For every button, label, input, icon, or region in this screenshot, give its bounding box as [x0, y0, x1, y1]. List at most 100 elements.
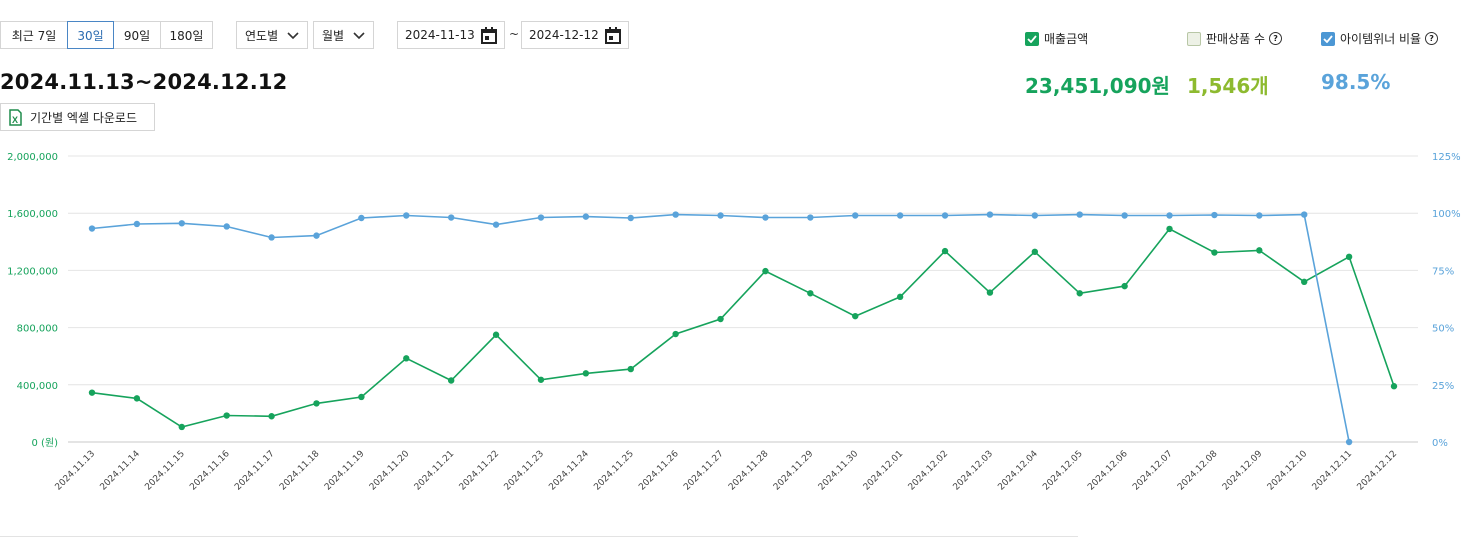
x-tick-label: 2024.12.03: [952, 449, 996, 493]
winner-ratio-data-point: [986, 211, 994, 218]
sales-data-point: [672, 330, 679, 338]
sales-data-point: [941, 247, 949, 255]
sales-data-point: [313, 400, 320, 407]
winner-ratio-data-point: [1121, 212, 1128, 219]
period-30days-button[interactable]: 30일: [67, 21, 114, 49]
x-tick-label: 2024.12.06: [1086, 449, 1130, 493]
winner-ratio-data-point: [1301, 211, 1308, 218]
y-right-tick-label: 0%: [1432, 438, 1448, 449]
sales-series-line: [91, 227, 1395, 428]
sales-data-point: [447, 377, 455, 384]
winner-ratio-data-point: [717, 212, 724, 219]
excel-download-label: 기간별 엑셀 다운로드: [30, 110, 137, 125]
winner-ratio-data-point: [537, 214, 545, 221]
x-tick-label: 2024.11.17: [233, 449, 277, 493]
end-date-value: 2024-12-12: [529, 28, 599, 42]
x-tick-label: 2024.11.13: [54, 449, 98, 493]
metric-items-label: 판매상품 수: [1206, 32, 1266, 46]
winner-ratio-data-point: [807, 214, 814, 221]
x-tick-label: 2024.11.14: [99, 449, 143, 493]
winner-ratio-data-point: [268, 234, 275, 241]
calendar-icon[interactable]: [605, 27, 621, 44]
y-left-tick-label: 0 (원): [31, 437, 58, 449]
winner-ratio-data-point: [762, 214, 769, 221]
year-dropdown-label: 연도별: [245, 28, 279, 43]
winner-ratio-data-point: [1166, 212, 1173, 219]
sales-data-point: [88, 389, 96, 396]
x-tick-label: 2024.12.05: [1041, 449, 1085, 493]
sales-data-point: [1031, 248, 1039, 256]
y-left-tick-label: 1,600,000: [7, 209, 58, 220]
sales-data-point: [627, 365, 634, 373]
sales-data-point: [1121, 282, 1128, 290]
period-90days-button[interactable]: 90일: [113, 21, 161, 49]
sales-data-point: [986, 289, 994, 296]
winner-ratio-data-point: [1345, 438, 1353, 446]
x-tick-label: 2024.11.30: [817, 449, 861, 493]
winner-ratio-data-point: [1211, 211, 1218, 219]
sales-data-point: [1211, 249, 1218, 256]
winner-ratio-data-point: [941, 212, 949, 219]
sales-data-point: [582, 370, 590, 377]
winner-ratio-data-point: [223, 223, 230, 230]
metric-winner-toggle[interactable]: 아이템위너 비율 ?: [1321, 30, 1439, 47]
y-left-tick-label: 400,000: [17, 381, 58, 392]
calendar-icon[interactable]: [481, 27, 497, 44]
sales-chart: 0 (원) 0% 400,000 25% 800,000 50% 1,200,000 75% 1…: [7, 152, 1461, 493]
metric-winner-value: 98.5%: [1321, 70, 1391, 94]
x-tick-label: 2024.12.10: [1266, 449, 1310, 493]
y-right-tick-label: 100%: [1432, 209, 1461, 220]
y-left-tick-label: 800,000: [17, 324, 58, 335]
sales-data-point: [1076, 290, 1083, 297]
winner-ratio-series-line: [91, 213, 1350, 443]
winner-ratio-data-point: [582, 213, 590, 220]
period-7days-button[interactable]: 최근 7일: [0, 21, 68, 49]
sales-data-point: [807, 290, 814, 297]
x-tick-label: 2024.11.29: [772, 449, 816, 493]
sales-data-point: [1301, 278, 1308, 286]
x-tick-label: 2024.12.08: [1176, 449, 1220, 493]
help-icon[interactable]: ?: [1425, 32, 1439, 45]
sales-data-point: [358, 393, 365, 401]
checkbox-unchecked-icon[interactable]: [1187, 31, 1201, 46]
checkbox-checked-icon[interactable]: [1321, 31, 1335, 46]
help-icon[interactable]: ?: [1269, 32, 1283, 45]
x-tick-label: 2024.11.26: [637, 449, 681, 493]
metric-items-value: 1,546개: [1187, 74, 1269, 98]
winner-ratio-data-point: [358, 214, 365, 222]
svg-text:X: X: [12, 115, 18, 125]
excel-download-button[interactable]: X 기간별 엑셀 다운로드: [0, 103, 155, 131]
x-tick-label: 2024.11.19: [323, 449, 367, 493]
metric-winner-label: 아이템위너 비율: [1340, 32, 1422, 46]
sales-data-point: [178, 423, 185, 431]
checkbox-checked-icon[interactable]: [1025, 31, 1039, 46]
sales-data-point: [537, 376, 545, 383]
x-tick-label: 2024.12.12: [1356, 449, 1400, 493]
sales-data-point: [492, 331, 500, 338]
winner-ratio-data-point: [852, 212, 859, 219]
year-dropdown[interactable]: 연도별: [236, 21, 308, 49]
x-tick-label: 2024.11.16: [188, 449, 232, 493]
start-date-input[interactable]: 2024-11-13: [397, 21, 505, 49]
x-tick-label: 2024.11.23: [503, 449, 547, 493]
metric-sales-toggle[interactable]: 매출금액: [1025, 30, 1088, 47]
end-date-input[interactable]: 2024-12-12: [521, 21, 629, 49]
winner-ratio-data-point: [88, 225, 96, 232]
y-right-tick-label: 25%: [1432, 381, 1454, 392]
sales-data-point: [1256, 247, 1263, 254]
metric-items-toggle[interactable]: 판매상품 수 ?: [1187, 30, 1283, 47]
winner-ratio-data-point: [1076, 211, 1083, 218]
y-right-tick-label: 75%: [1432, 266, 1454, 277]
period-180days-button[interactable]: 180일: [160, 21, 213, 49]
winner-ratio-data-point: [1256, 212, 1263, 219]
sales-data-point: [133, 395, 141, 402]
page-title: 2024.11.13~2024.12.12: [0, 70, 288, 94]
winner-ratio-data-point: [627, 214, 634, 222]
y-right-tick-label: 125%: [1432, 152, 1461, 163]
metric-sales-label: 매출금액: [1044, 32, 1089, 46]
x-tick-label: 2024.12.11: [1311, 449, 1355, 493]
winner-ratio-data-point: [896, 212, 904, 219]
month-dropdown[interactable]: 월별: [313, 21, 374, 49]
x-tick-label: 2024.11.22: [458, 449, 502, 493]
x-tick-label: 2024.12.04: [996, 449, 1040, 493]
